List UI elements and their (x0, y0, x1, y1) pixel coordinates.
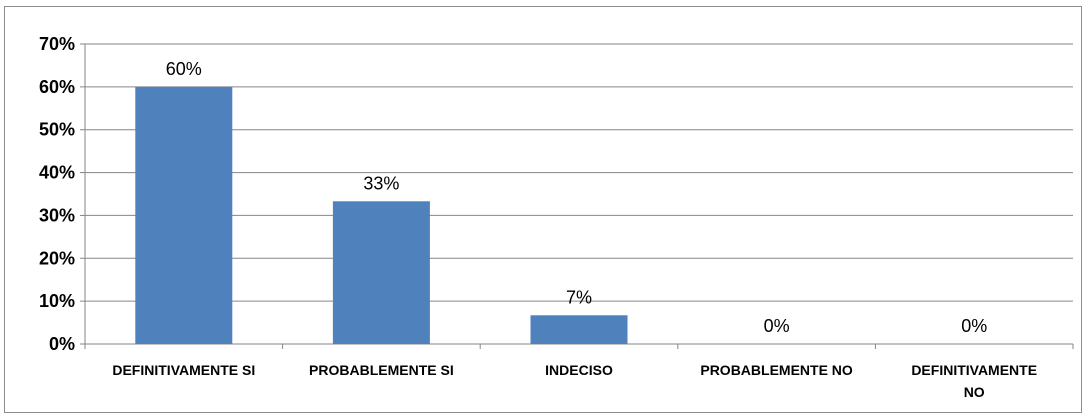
chart-frame: 0% 10% 20% 30% 40% 50% 60% 70% 60% DEFINITIVAMENT… (4, 6, 1082, 413)
bar (135, 86, 233, 344)
data-label: 60% (166, 59, 202, 79)
y-tick-label: 70% (39, 34, 75, 54)
y-tick-label: 20% (39, 248, 75, 268)
x-tick-label: INDECISO (545, 362, 613, 378)
data-label: 0% (961, 316, 987, 336)
x-tick-label: DEFINITIVAMENTE SI (112, 362, 255, 378)
x-tick-label: NO (964, 384, 985, 400)
y-tick-label: 50% (39, 120, 75, 140)
y-tick-label: 40% (39, 163, 75, 183)
x-tick-label: PROBABLEMENTE NO (700, 362, 853, 378)
data-label: 7% (566, 287, 592, 307)
y-tick-label: 60% (39, 77, 75, 97)
x-tick-label: DEFINITIVAMENTE (911, 362, 1037, 378)
x-tick-label: PROBABLEMENTE SI (309, 362, 454, 378)
bar (332, 201, 430, 344)
bar-chart: 0% 10% 20% 30% 40% 50% 60% 70% 60% DEFINITIVAMENT… (39, 34, 1074, 400)
y-tick-label: 30% (39, 205, 75, 225)
data-label: 33% (363, 173, 399, 193)
y-tick-label: 0% (49, 334, 75, 354)
bar (530, 315, 628, 344)
data-label: 0% (764, 316, 790, 336)
y-tick-label: 10% (39, 291, 75, 311)
